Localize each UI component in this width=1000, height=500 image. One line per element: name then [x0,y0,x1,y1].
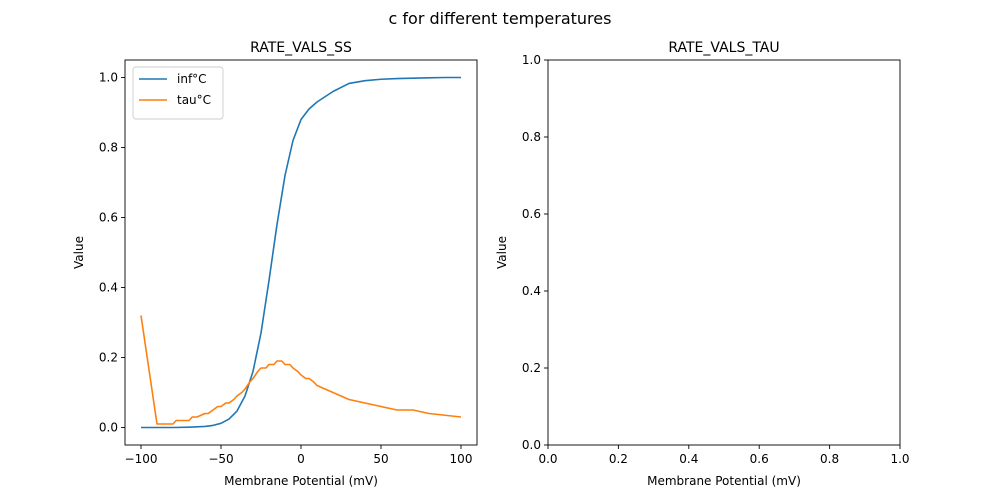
y-axis-label: Value [72,236,86,269]
y-tick-label: 0.0 [99,421,118,435]
y-tick-label: 0.2 [99,351,118,365]
x-tick-label: 0.0 [538,452,557,466]
x-tick-label: −100 [125,452,158,466]
series-line-inf°C [141,76,461,429]
y-tick-label: 0.4 [522,284,541,298]
x-tick-label: 100 [450,452,473,466]
y-tick-label: 1.0 [522,53,541,67]
y-tick-label: 0.8 [522,130,541,144]
y-tick-label: 0.6 [522,207,541,221]
axes-rate-vals-ss: −100 −50 0 50 100 0.0 0.2 0.4 0.6 0.8 1.0 RATE_VALS… [72,40,478,488]
legend: inf°C tau°C [132,66,224,120]
axes-title: RATE_VALS_TAU [668,40,779,56]
x-tick-label: −50 [208,452,233,466]
x-tick-label: 0.2 [609,452,628,466]
series-line-tau°C [140,315,462,425]
legend-label: tau°C [177,93,211,107]
y-tick-label: 1.0 [99,71,118,85]
x-tick-label: 0 [297,452,305,466]
y-tick-label: 0.2 [522,361,541,375]
axes-rate-vals-tau: 0.0 0.2 0.4 0.6 0.8 1.0 0.0 0.2 0.4 0.6 0.8 1.0 RATE… [495,40,910,488]
x-tick-label: 0.4 [679,452,698,466]
legend-label: inf°C [177,72,207,86]
x-tick-label: 0.8 [820,452,839,466]
x-axis-label: Membrane Potential (mV) [224,474,378,488]
y-axis-label: Value [495,236,509,269]
y-tick-label: 0.8 [99,141,118,155]
axes-frame [547,59,901,446]
y-tick-label: 0.0 [522,438,541,452]
axes-title: RATE_VALS_SS [250,40,352,56]
y-tick-label: 0.4 [99,281,118,295]
x-tick-label: 50 [373,452,388,466]
x-tick-label: 1.0 [890,452,909,466]
x-tick-label: 0.6 [750,452,769,466]
figure-suptitle: c for different temperatures [389,9,612,28]
y-tick-label: 0.6 [99,211,118,225]
x-axis-label: Membrane Potential (mV) [647,474,801,488]
